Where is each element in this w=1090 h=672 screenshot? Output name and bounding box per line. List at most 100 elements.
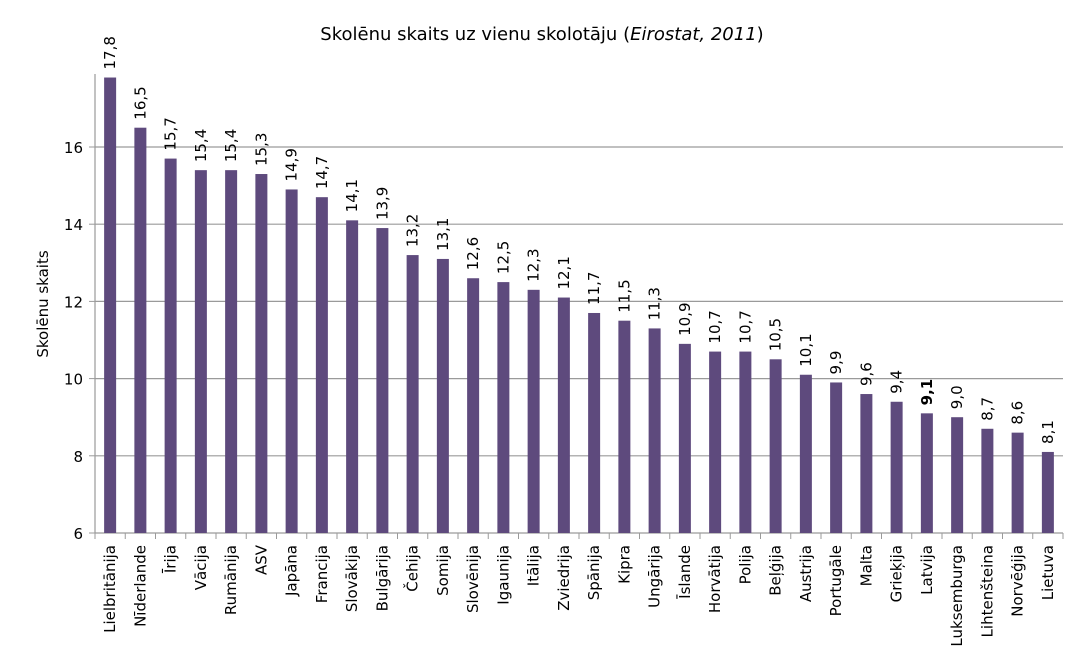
x-tick-label: ASV	[252, 544, 270, 575]
data-label: 12,3	[525, 248, 543, 281]
x-tick-label: Austrija	[797, 545, 815, 602]
bar	[134, 127, 147, 533]
bar	[769, 359, 782, 533]
data-label: 11,3	[646, 287, 664, 320]
y-tick-label: 10	[64, 371, 83, 389]
data-label: 11,7	[585, 272, 603, 305]
bar	[376, 228, 389, 533]
bar	[194, 170, 207, 533]
data-label: 13,1	[434, 218, 452, 251]
x-tick-label: Somija	[434, 545, 452, 596]
bar	[799, 374, 812, 533]
x-tick-label: Lietuva	[1039, 545, 1057, 600]
data-label: 12,1	[555, 256, 573, 289]
x-tick-label: Lielbritānija	[101, 545, 119, 633]
data-label: 10,7	[706, 310, 724, 343]
data-label: 15,4	[222, 129, 240, 162]
bar	[920, 413, 933, 533]
bar	[346, 220, 359, 533]
x-tick-label: Vācija	[192, 545, 210, 590]
data-label: 15,3	[252, 133, 270, 166]
x-tick-label: Spānija	[585, 545, 603, 600]
data-label: 13,9	[373, 187, 391, 220]
bar	[1041, 451, 1054, 533]
x-tick-label: Ungārija	[646, 545, 664, 608]
bar	[981, 428, 994, 533]
x-tick-label: Nīderlande	[131, 545, 149, 627]
data-label: 10,9	[676, 302, 694, 335]
bar	[830, 382, 843, 533]
bar	[588, 312, 601, 533]
data-label: 9,6	[857, 362, 875, 386]
x-tick-label: Slovākija	[343, 545, 361, 612]
y-tick-label: 14	[64, 216, 83, 234]
y-tick-label: 16	[64, 139, 83, 157]
x-tick-label: Kipra	[615, 545, 633, 584]
bar	[648, 328, 661, 533]
data-label: 10,7	[736, 310, 754, 343]
data-label: 12,5	[494, 241, 512, 274]
bar	[255, 174, 268, 533]
data-label: 9,4	[888, 370, 906, 394]
x-tick-label: Čehija	[403, 545, 422, 592]
x-tick-label: Malta	[857, 545, 875, 586]
x-tick-label: Latvija	[918, 545, 936, 595]
data-label: 14,1	[343, 179, 361, 212]
bar	[285, 189, 298, 533]
data-label: 15,4	[192, 129, 210, 162]
data-label: 16,5	[131, 86, 149, 119]
x-tick-label: Īslande	[676, 545, 694, 599]
bar	[739, 351, 752, 533]
bar	[406, 255, 419, 533]
bar	[436, 258, 449, 533]
x-tick-label: Rumānija	[222, 545, 240, 615]
data-label: 15,7	[162, 117, 180, 150]
data-label: 14,9	[283, 148, 301, 181]
data-label: 8,7	[978, 397, 996, 421]
x-tick-label: Igaunija	[494, 545, 512, 605]
bar	[951, 417, 964, 533]
data-label: 11,5	[615, 279, 633, 312]
bar	[467, 278, 480, 533]
data-label: 10,5	[767, 318, 785, 351]
x-tick-label: Bulgārija	[373, 545, 391, 611]
bar	[1011, 432, 1024, 533]
data-label: 8,6	[1009, 401, 1027, 425]
title-source: Eirostat, 2011	[630, 24, 757, 45]
x-tick-label: Slovēnija	[464, 545, 482, 613]
data-label: 17,8	[101, 36, 119, 69]
bar	[225, 170, 238, 533]
bar	[890, 401, 903, 533]
x-tick-label: Norvēģija	[1009, 545, 1027, 617]
chart-title: Skolēnu skaits uz vienu skolotāju (Eiros…	[320, 24, 763, 45]
x-tick-label: Beļģija	[767, 545, 785, 596]
y-tick-label: 6	[73, 525, 83, 543]
bar	[557, 297, 570, 533]
data-label: 8,1	[1039, 420, 1057, 444]
x-tick-label: Īrija	[162, 545, 180, 573]
y-axis-label: Skolēnu skaits	[34, 250, 52, 358]
data-label: 9,0	[948, 385, 966, 409]
x-tick-label: Luksemburga	[948, 545, 966, 647]
x-tick-label: Portugāle	[827, 545, 845, 616]
x-tick-label: Zviedrija	[555, 545, 573, 611]
data-label: 14,7	[313, 156, 331, 189]
bar	[860, 394, 873, 533]
x-tick-label: Grieķija	[888, 545, 906, 602]
bar	[527, 289, 540, 533]
title-main: Skolēnu skaits uz vienu skolotāju	[320, 24, 617, 45]
x-tick-label: Japāna	[283, 545, 301, 597]
bar	[618, 320, 631, 533]
y-tick-label: 8	[73, 448, 83, 466]
y-tick-label: 12	[64, 293, 83, 311]
bar	[164, 158, 177, 533]
bar	[315, 197, 328, 533]
data-label: 9,9	[827, 351, 845, 375]
data-label: 9,1	[918, 379, 936, 406]
x-tick-label: Polija	[736, 545, 754, 584]
x-tick-label: Lihtenšteina	[978, 545, 996, 637]
data-label: 10,1	[797, 333, 815, 366]
x-tick-label: Itālija	[525, 545, 543, 586]
